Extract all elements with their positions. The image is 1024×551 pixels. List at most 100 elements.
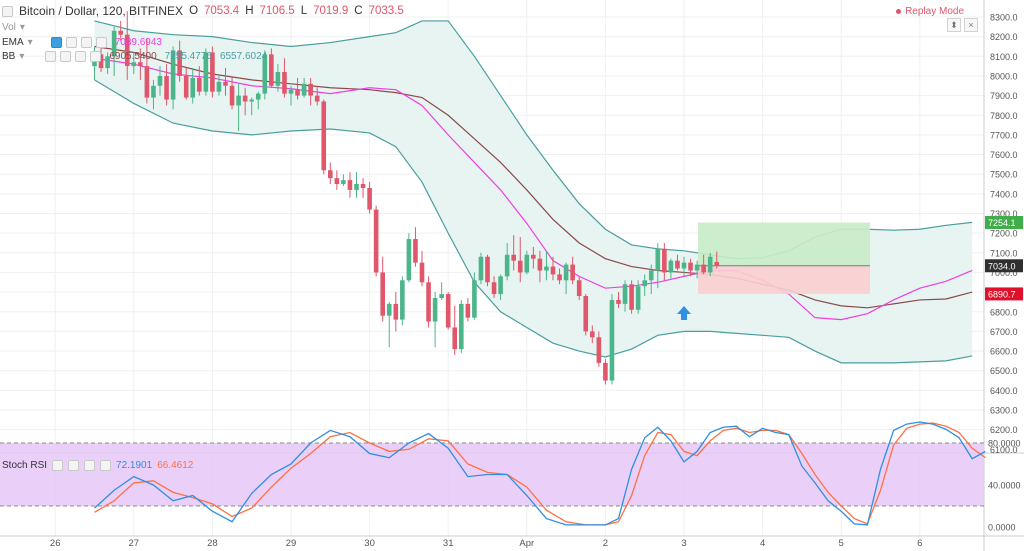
- price-tick-label: 7800.0: [990, 111, 1018, 121]
- candle-body: [308, 83, 313, 96]
- indicator-row-vol[interactable]: Vol ▾: [2, 22, 25, 33]
- candle-body: [629, 284, 634, 310]
- price-marker-box: [985, 259, 1023, 273]
- time-tick-label: Apr: [519, 538, 534, 549]
- price-tick-label: 7500.0: [990, 170, 1018, 180]
- candle-body: [373, 209, 379, 273]
- candle-body: [190, 77, 196, 98]
- price-tick-label: 6600.0: [990, 347, 1018, 357]
- candle-body: [445, 294, 451, 328]
- time-tick-label: 28: [207, 538, 218, 549]
- candle-body: [485, 256, 490, 283]
- plus-icon[interactable]: [95, 37, 107, 48]
- gear-icon[interactable]: [60, 51, 72, 62]
- position-target-zone: [698, 222, 870, 266]
- candle-body: [452, 327, 458, 350]
- price-tick-label: 7100.0: [990, 248, 1018, 258]
- ema-long-line: [94, 45, 973, 309]
- candle-body: [609, 299, 615, 381]
- candle-body: [511, 254, 516, 261]
- close-icon[interactable]: [75, 51, 87, 62]
- candle-body: [367, 187, 372, 210]
- candle-body: [472, 280, 477, 318]
- candle-body: [157, 75, 163, 86]
- candle-body: [197, 77, 202, 92]
- candle-body: [576, 280, 582, 297]
- candle-body: [262, 54, 268, 94]
- candle-body: [347, 180, 353, 190]
- price-tick-label: 6800.0: [990, 307, 1018, 317]
- eye-icon[interactable]: [50, 37, 62, 48]
- indicator-row-bb[interactable]: BB ▾ 6905.5400 7255.4776 6557.6024: [2, 51, 267, 62]
- bb-basis-value: 6905.5400: [109, 51, 157, 62]
- stoch-tick-label: 40.0000: [988, 481, 1021, 491]
- price-tick-label: 6200.0: [990, 425, 1018, 435]
- candle-body: [236, 95, 241, 106]
- price-tick-label: 7400.0: [990, 189, 1018, 199]
- eye-icon[interactable]: [45, 51, 57, 62]
- time-tick-label: 5: [839, 538, 844, 549]
- position-stop-zone: [698, 265, 870, 294]
- ohlc-close-key: C: [354, 5, 363, 17]
- candle-body: [635, 286, 641, 310]
- plus-icon[interactable]: [100, 460, 112, 471]
- eye-icon[interactable]: [52, 460, 64, 471]
- candle-body: [681, 262, 687, 269]
- candle-body: [675, 260, 680, 269]
- candle-body: [380, 272, 385, 316]
- chevron-down-icon[interactable]: ▾: [27, 37, 33, 48]
- maximize-icon[interactable]: ⬍: [947, 18, 961, 32]
- candle-body: [478, 256, 484, 281]
- symbol-label: Bitcoin / Dollar, 120, BITFINEX: [19, 4, 184, 18]
- candle-body: [655, 248, 661, 271]
- ohlc-readout: O 7053.4 H 7106.5 L 7019.9 C 7033.5: [189, 5, 404, 17]
- candle-body: [341, 180, 346, 185]
- chevron-down-icon[interactable]: ▾: [19, 51, 25, 62]
- candle-body: [459, 303, 464, 350]
- stoch-tick-label: 0.0000: [988, 523, 1016, 533]
- candle-body: [642, 280, 647, 287]
- price-tick-label: 8100.0: [990, 52, 1018, 62]
- candle-body: [688, 262, 693, 271]
- candle-body: [203, 52, 209, 92]
- close-icon[interactable]: ×: [964, 18, 978, 32]
- replay-mode-indicator[interactable]: Replay Mode: [896, 6, 964, 17]
- price-marker-label: 6890.7: [988, 289, 1016, 299]
- indicator-row-ema[interactable]: EMA ▾ 7089.6943: [2, 37, 162, 48]
- gear-icon[interactable]: [68, 460, 80, 471]
- candle-body: [170, 50, 176, 100]
- price-marker-box: [985, 216, 1023, 230]
- candle-body: [334, 178, 340, 185]
- candle-body: [328, 170, 333, 179]
- candle-body: [255, 93, 261, 100]
- collapse-icon[interactable]: [2, 5, 13, 17]
- close-icon[interactable]: [80, 37, 92, 48]
- stoch-legend[interactable]: Stoch RSI 72.1901 66.4612: [2, 460, 193, 471]
- time-tick-label: 31: [443, 538, 454, 549]
- candle-body: [151, 85, 156, 98]
- gear-icon[interactable]: [65, 37, 77, 48]
- candle-body: [301, 83, 307, 96]
- candle-body: [707, 256, 713, 273]
- candle-body: [537, 258, 543, 271]
- vol-label: Vol: [2, 22, 16, 33]
- candle-body: [616, 299, 621, 304]
- candle-body: [524, 254, 530, 273]
- price-tick-label: 8300.0: [990, 13, 1018, 23]
- stoch-k-value: 72.1901: [116, 460, 153, 471]
- candle-body: [596, 337, 602, 363]
- price-marker-label: 7254.1: [988, 218, 1016, 228]
- chevron-down-icon[interactable]: ▾: [19, 22, 25, 33]
- ohlc-open-value: 7053.4: [204, 5, 240, 17]
- candle-body: [249, 99, 254, 102]
- candle-body: [360, 184, 366, 188]
- plus-icon[interactable]: [90, 51, 102, 62]
- stoch-tick-label: 80.0000: [988, 439, 1021, 449]
- candle-body: [216, 81, 222, 92]
- bb-label: BB: [2, 51, 16, 62]
- close-icon[interactable]: [84, 460, 96, 471]
- time-tick-label: 3: [681, 538, 686, 549]
- stoch-d-value: 66.4612: [157, 460, 194, 471]
- candle-body: [269, 54, 274, 86]
